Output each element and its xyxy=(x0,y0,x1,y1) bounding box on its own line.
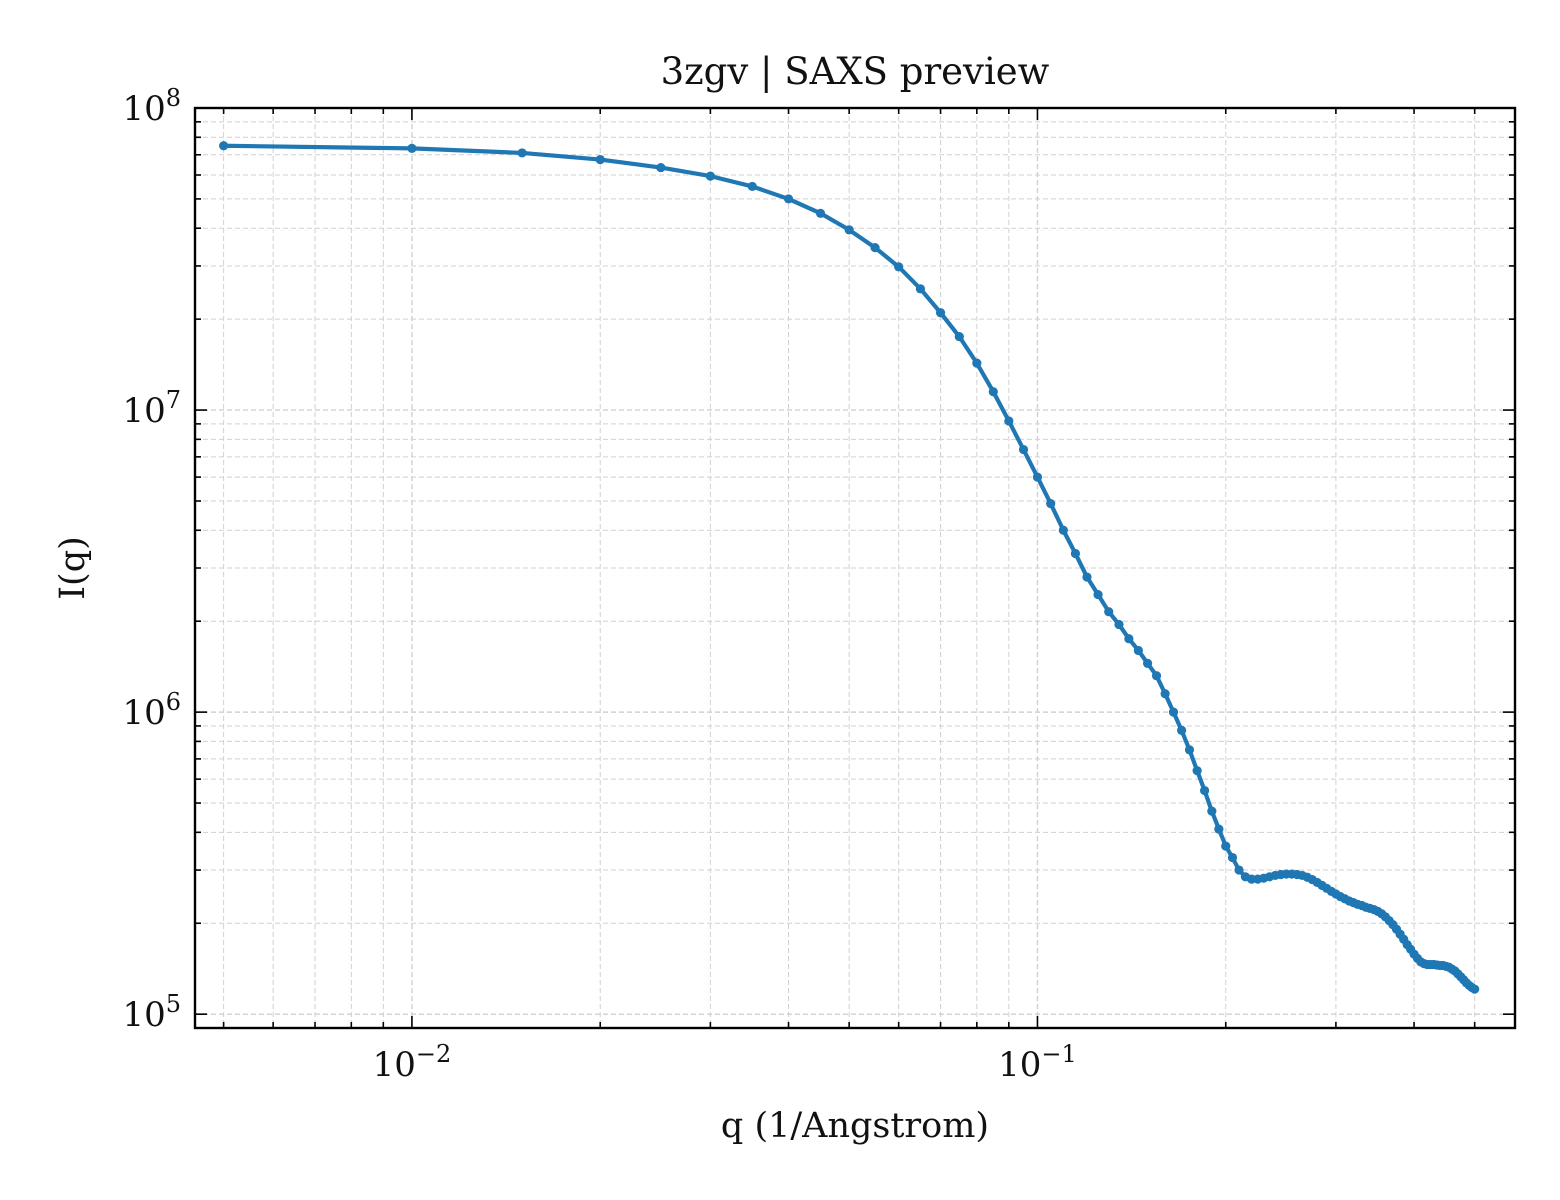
data-point xyxy=(915,284,926,294)
data-point xyxy=(954,332,964,342)
data-point xyxy=(1160,689,1170,699)
x-tick-label: 10−2 xyxy=(373,1040,452,1085)
data-point xyxy=(1168,707,1179,717)
data-point xyxy=(1114,619,1124,630)
data-point xyxy=(844,225,854,235)
data-point xyxy=(1214,824,1224,834)
data-point xyxy=(870,243,880,253)
data-point xyxy=(1207,806,1217,816)
data-point xyxy=(1470,984,1480,994)
data-point xyxy=(988,387,998,397)
data-point xyxy=(517,148,527,158)
data-point xyxy=(783,194,794,204)
y-tick-label: 105 xyxy=(122,990,181,1035)
data-point xyxy=(972,358,982,368)
data-point xyxy=(1234,865,1244,875)
data-point xyxy=(1018,444,1029,455)
ticks: 10−2 10−1 105 106 107 108 xyxy=(122,84,1515,1085)
data-point xyxy=(935,308,946,318)
data-point xyxy=(705,171,715,181)
data-point xyxy=(1093,589,1103,600)
data-point xyxy=(1046,499,1056,509)
data-point xyxy=(1104,607,1114,617)
data-point xyxy=(747,181,757,192)
data-point xyxy=(1133,645,1143,656)
data-point xyxy=(407,143,417,153)
data-point xyxy=(1082,572,1092,582)
data-point xyxy=(1058,525,1068,535)
data-point xyxy=(1004,416,1014,426)
y-tick-label: 106 xyxy=(122,688,181,733)
data-point xyxy=(1032,472,1043,482)
data-point xyxy=(1221,841,1231,851)
data-point xyxy=(656,162,666,173)
series-layer xyxy=(219,141,1480,994)
data-point xyxy=(595,154,605,165)
data-point xyxy=(815,208,826,218)
data-point xyxy=(1199,785,1210,796)
data-point xyxy=(1227,852,1238,863)
x-tick-label: 10−1 xyxy=(998,1040,1077,1085)
y-tick-label: 107 xyxy=(122,386,181,431)
data-point xyxy=(1070,548,1081,559)
data-point xyxy=(1143,658,1153,668)
data-point xyxy=(894,262,904,272)
y-axis-label: I(q) xyxy=(53,536,93,600)
y-tick-label: 108 xyxy=(122,84,181,129)
data-point xyxy=(219,141,229,151)
data-point xyxy=(1124,634,1134,644)
data-point xyxy=(1192,766,1202,776)
data-point xyxy=(1177,725,1187,735)
data-point xyxy=(1184,745,1195,755)
data-point xyxy=(1151,671,1162,681)
chart-title: 3zgv | SAXS preview xyxy=(661,50,1050,93)
x-axis-label: q (1/Angstrom) xyxy=(721,1106,989,1146)
